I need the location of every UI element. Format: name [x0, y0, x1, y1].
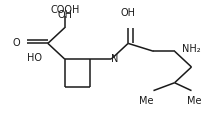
Text: Me: Me: [187, 96, 202, 106]
Text: N: N: [111, 54, 118, 64]
Text: OH: OH: [57, 10, 72, 20]
Text: COOH: COOH: [50, 5, 79, 14]
Text: O: O: [12, 38, 20, 48]
Text: NH₂: NH₂: [182, 44, 201, 54]
Text: HO: HO: [27, 53, 42, 63]
Text: Me: Me: [139, 96, 153, 106]
Text: OH: OH: [121, 8, 136, 18]
